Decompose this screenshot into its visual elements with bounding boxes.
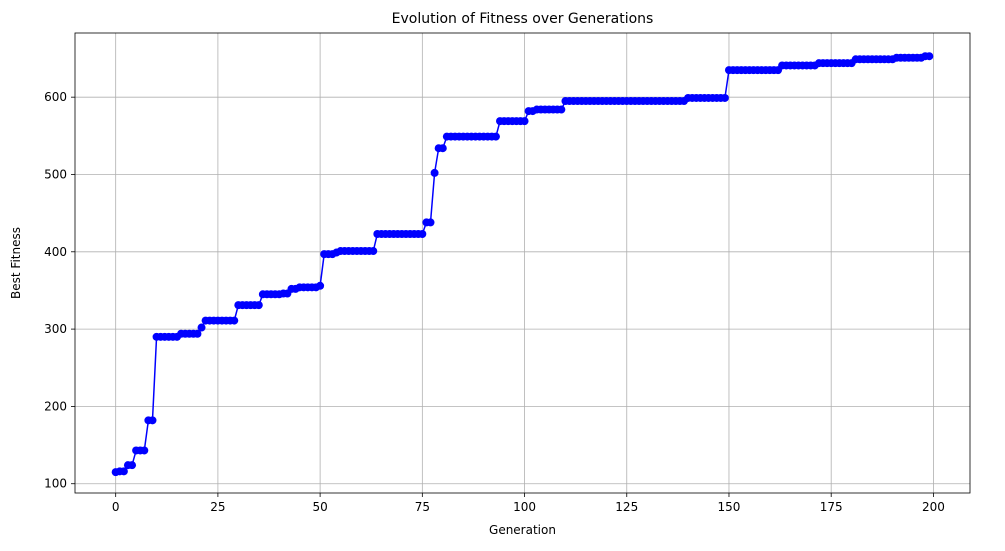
data-point xyxy=(418,230,427,239)
y-tick-label: 200 xyxy=(44,399,67,413)
x-tick-label: 125 xyxy=(615,500,638,514)
data-point xyxy=(119,467,128,476)
x-tick-label: 175 xyxy=(820,500,843,514)
x-tick-label: 25 xyxy=(210,500,225,514)
series-marker-layer xyxy=(111,52,934,477)
y-tick-label: 300 xyxy=(44,322,67,336)
data-point xyxy=(369,247,378,256)
data-point xyxy=(230,316,239,325)
data-point xyxy=(925,52,934,61)
chart-title: Evolution of Fitness over Generations xyxy=(392,11,654,27)
y-axis-label: Best Fitness xyxy=(9,227,23,299)
axes-frame xyxy=(74,32,971,494)
x-tick-label: 200 xyxy=(922,500,945,514)
data-point xyxy=(720,93,729,102)
data-point xyxy=(438,144,447,153)
x-tick-label: 150 xyxy=(718,500,741,514)
ticks: 0 25 50 75 100 125 150 175 200 100 200 300 400 500 600 xyxy=(44,90,945,514)
y-tick-label: 400 xyxy=(44,245,67,259)
data-point xyxy=(197,323,206,332)
data-point xyxy=(148,416,157,425)
data-point xyxy=(316,281,325,290)
grid xyxy=(75,33,970,493)
x-tick-label: 50 xyxy=(312,500,327,514)
data-point xyxy=(491,132,500,141)
data-point xyxy=(557,105,566,114)
x-tick-label: 75 xyxy=(415,500,430,514)
y-tick-label: 100 xyxy=(44,477,67,491)
data-point xyxy=(430,168,439,177)
data-point xyxy=(254,301,263,310)
x-axis-label: Generation xyxy=(489,523,556,537)
data-point xyxy=(193,329,202,338)
data-point xyxy=(426,218,435,227)
y-tick-label: 600 xyxy=(44,90,67,104)
data-point xyxy=(140,446,149,455)
data-point xyxy=(128,461,137,470)
data-point xyxy=(520,117,529,126)
x-tick-label: 100 xyxy=(513,500,536,514)
x-tick-label: 0 xyxy=(112,500,120,514)
y-tick-label: 500 xyxy=(44,167,67,181)
